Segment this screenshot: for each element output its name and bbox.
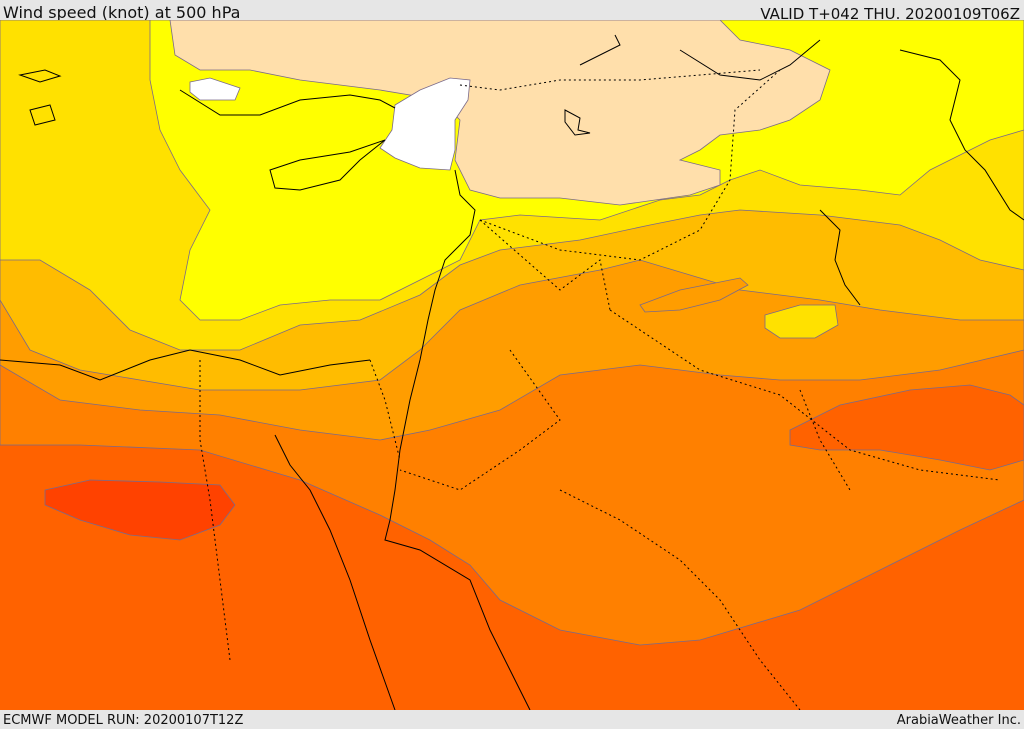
wind-speed-map [0,20,1024,710]
wind-patch-light-moderate [764,304,839,339]
wind-core-extreme [44,479,236,541]
valid-time: VALID T+042 THU. 20200109T06Z [760,5,1020,23]
wind-patch-moderate-strong [639,277,749,313]
credit: ArabiaWeather Inc. [896,713,1021,728]
coastlines [0,34,1024,710]
map-title: Wind speed (knot) at 500 hPa [3,3,241,22]
wind-band-calm-2 [189,77,241,101]
wind-patch-very-strong-east [789,384,1024,471]
wind-band-calm [379,77,471,171]
model-run: ECMWF MODEL RUN: 20200107T12Z [3,713,244,728]
wind-band-very-light [169,20,831,206]
borders [199,69,1001,710]
